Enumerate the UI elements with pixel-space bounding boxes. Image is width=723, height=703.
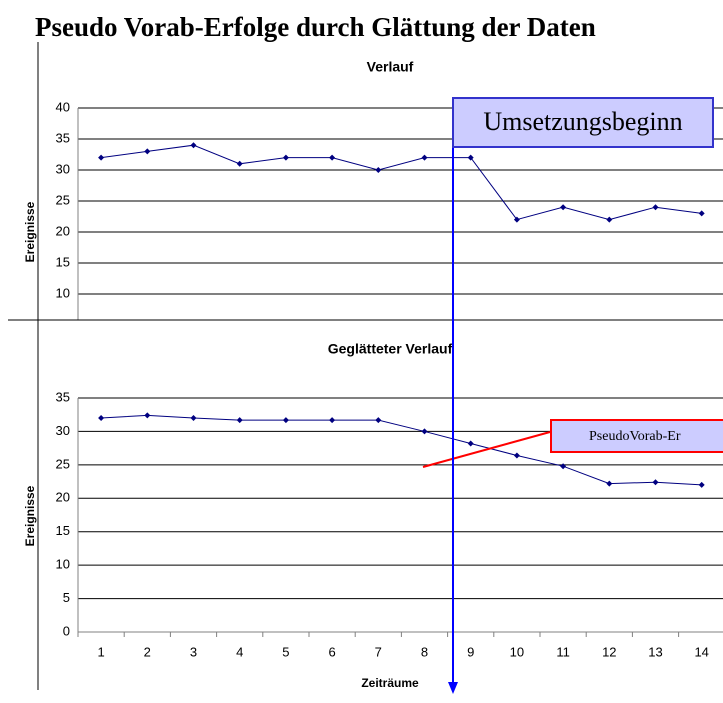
data-point [190, 142, 197, 149]
series-line [101, 144, 702, 221]
y-tick-label: 25 [56, 192, 70, 207]
x-tick-label: 12 [602, 644, 616, 659]
y-tick-label: 0 [63, 623, 70, 638]
panel [8, 320, 723, 703]
y-tick-label: 10 [56, 285, 70, 300]
data-point [467, 154, 474, 161]
callout-box [550, 419, 723, 453]
data-point [329, 154, 336, 161]
data-point [144, 412, 151, 419]
data-point [421, 428, 428, 435]
data-point [144, 148, 151, 155]
x-tick-label: 7 [375, 644, 382, 659]
y-tick-label: 20 [56, 223, 70, 238]
data-point [236, 160, 243, 167]
callout-pointer [422, 431, 551, 468]
data-point [560, 204, 567, 211]
y-axis-label: Ereignisse [23, 201, 37, 262]
data-point [467, 440, 474, 447]
y-tick-label: 10 [56, 557, 70, 572]
x-tick-label: 9 [467, 644, 474, 659]
callout-text: PseudoVorab-Er [589, 429, 681, 444]
data-point [560, 463, 567, 470]
data-point [606, 480, 613, 487]
data-point [652, 479, 659, 486]
y-tick-label: 40 [56, 99, 70, 114]
data-point [698, 481, 705, 488]
y-tick-label: 15 [56, 254, 70, 269]
chart-title: Geglätteter Verlauf [328, 341, 453, 357]
x-tick-label: 4 [236, 644, 243, 659]
data-point [329, 417, 336, 424]
data-point [375, 417, 382, 424]
y-tick-label: 35 [56, 130, 70, 145]
data-point [98, 415, 105, 422]
x-axis-label: Zeiträume [361, 676, 419, 690]
y-tick-label: 35 [56, 389, 70, 404]
slide-title: Pseudo Vorab-Erfolge durch Glättung der … [35, 12, 596, 42]
data-point [190, 415, 197, 422]
y-tick-label: 30 [56, 161, 70, 176]
x-tick-label: 10 [510, 644, 524, 659]
y-tick-label: 5 [63, 590, 70, 605]
x-tick-label: 1 [97, 644, 104, 659]
x-tick-label: 13 [648, 644, 662, 659]
y-tick-label: 25 [56, 456, 70, 471]
series-line [101, 414, 702, 486]
chart-title: Verlauf [367, 59, 414, 75]
data-point [606, 216, 613, 223]
x-tick-label: 5 [282, 644, 289, 659]
data-point [98, 154, 105, 161]
x-tick-label: 14 [694, 644, 708, 659]
x-tick-label: 6 [328, 644, 335, 659]
x-tick-label: 8 [421, 644, 428, 659]
data-point [236, 417, 243, 424]
y-axis-label: Ereignisse [23, 485, 37, 546]
y-tick-label: 15 [56, 523, 70, 538]
x-tick-label: 3 [190, 644, 197, 659]
data-point [513, 452, 520, 459]
data-point [652, 204, 659, 211]
x-tick-label: 2 [144, 644, 151, 659]
data-point [513, 216, 520, 223]
y-tick-label: 20 [56, 490, 70, 505]
arrow-head [448, 682, 458, 694]
data-point [282, 154, 289, 161]
data-point [375, 167, 382, 173]
data-point [421, 154, 428, 161]
data-point [698, 210, 705, 217]
annotation-box [452, 97, 714, 148]
data-point [282, 417, 289, 424]
annotation-text: Umsetzungsbeginn [483, 107, 682, 136]
x-tick-label: 11 [556, 644, 570, 659]
y-tick-label: 30 [56, 423, 70, 438]
